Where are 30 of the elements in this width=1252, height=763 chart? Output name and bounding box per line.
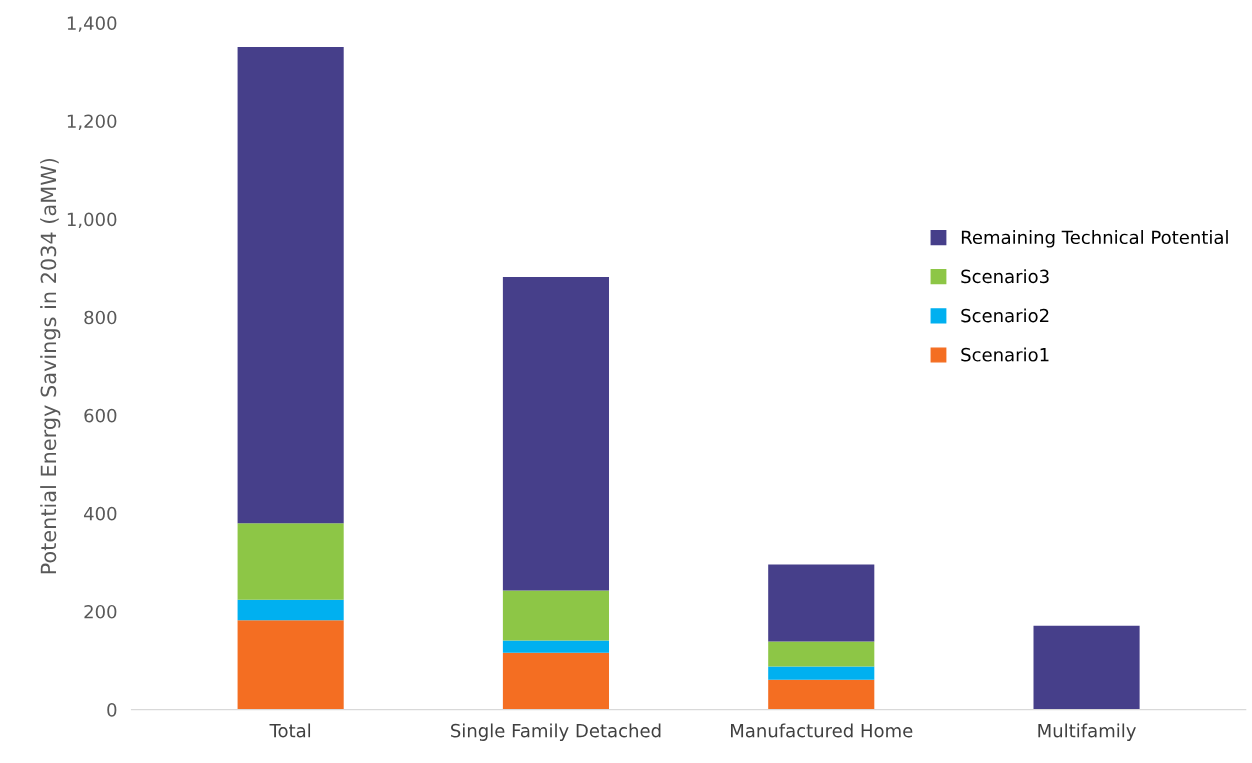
bar bbox=[768, 641, 875, 667]
legend-label: Remaining Technical Potential bbox=[961, 230, 1228, 248]
legend-label: Scenario3 bbox=[961, 269, 1049, 284]
x-tick-label: Single Family Detached bbox=[451, 723, 661, 741]
bar bbox=[768, 666, 875, 680]
bar bbox=[237, 46, 344, 524]
y-tick-label: 800 bbox=[84, 310, 117, 325]
x-tick-label: Total bbox=[269, 723, 311, 738]
legend-label: Scenario1 bbox=[961, 347, 1049, 362]
bar bbox=[768, 564, 875, 642]
bar bbox=[768, 679, 875, 710]
y-axis-title: Potential Energy Savings in 2034 (aMW) bbox=[40, 158, 61, 574]
bar bbox=[502, 590, 610, 641]
bar bbox=[237, 620, 344, 710]
y-tick-label: 1,200 bbox=[67, 114, 117, 130]
bar bbox=[502, 276, 610, 591]
bar bbox=[237, 599, 344, 621]
legend-label: Scenario2 bbox=[961, 308, 1049, 323]
bar bbox=[502, 640, 610, 653]
y-tick-label: 1,000 bbox=[67, 212, 117, 229]
bar bbox=[1033, 625, 1140, 710]
y-tick-label: 0 bbox=[107, 703, 117, 717]
y-tick-label: 1,400 bbox=[67, 16, 117, 32]
y-tick-label: 600 bbox=[84, 408, 117, 423]
bar bbox=[502, 652, 610, 710]
y-tick-label: 400 bbox=[83, 506, 117, 521]
x-tick-label: Multifamily bbox=[1038, 723, 1136, 741]
bar bbox=[237, 523, 344, 600]
y-tick-label: 200 bbox=[84, 604, 117, 619]
x-tick-label: Manufactured Home bbox=[731, 723, 913, 738]
